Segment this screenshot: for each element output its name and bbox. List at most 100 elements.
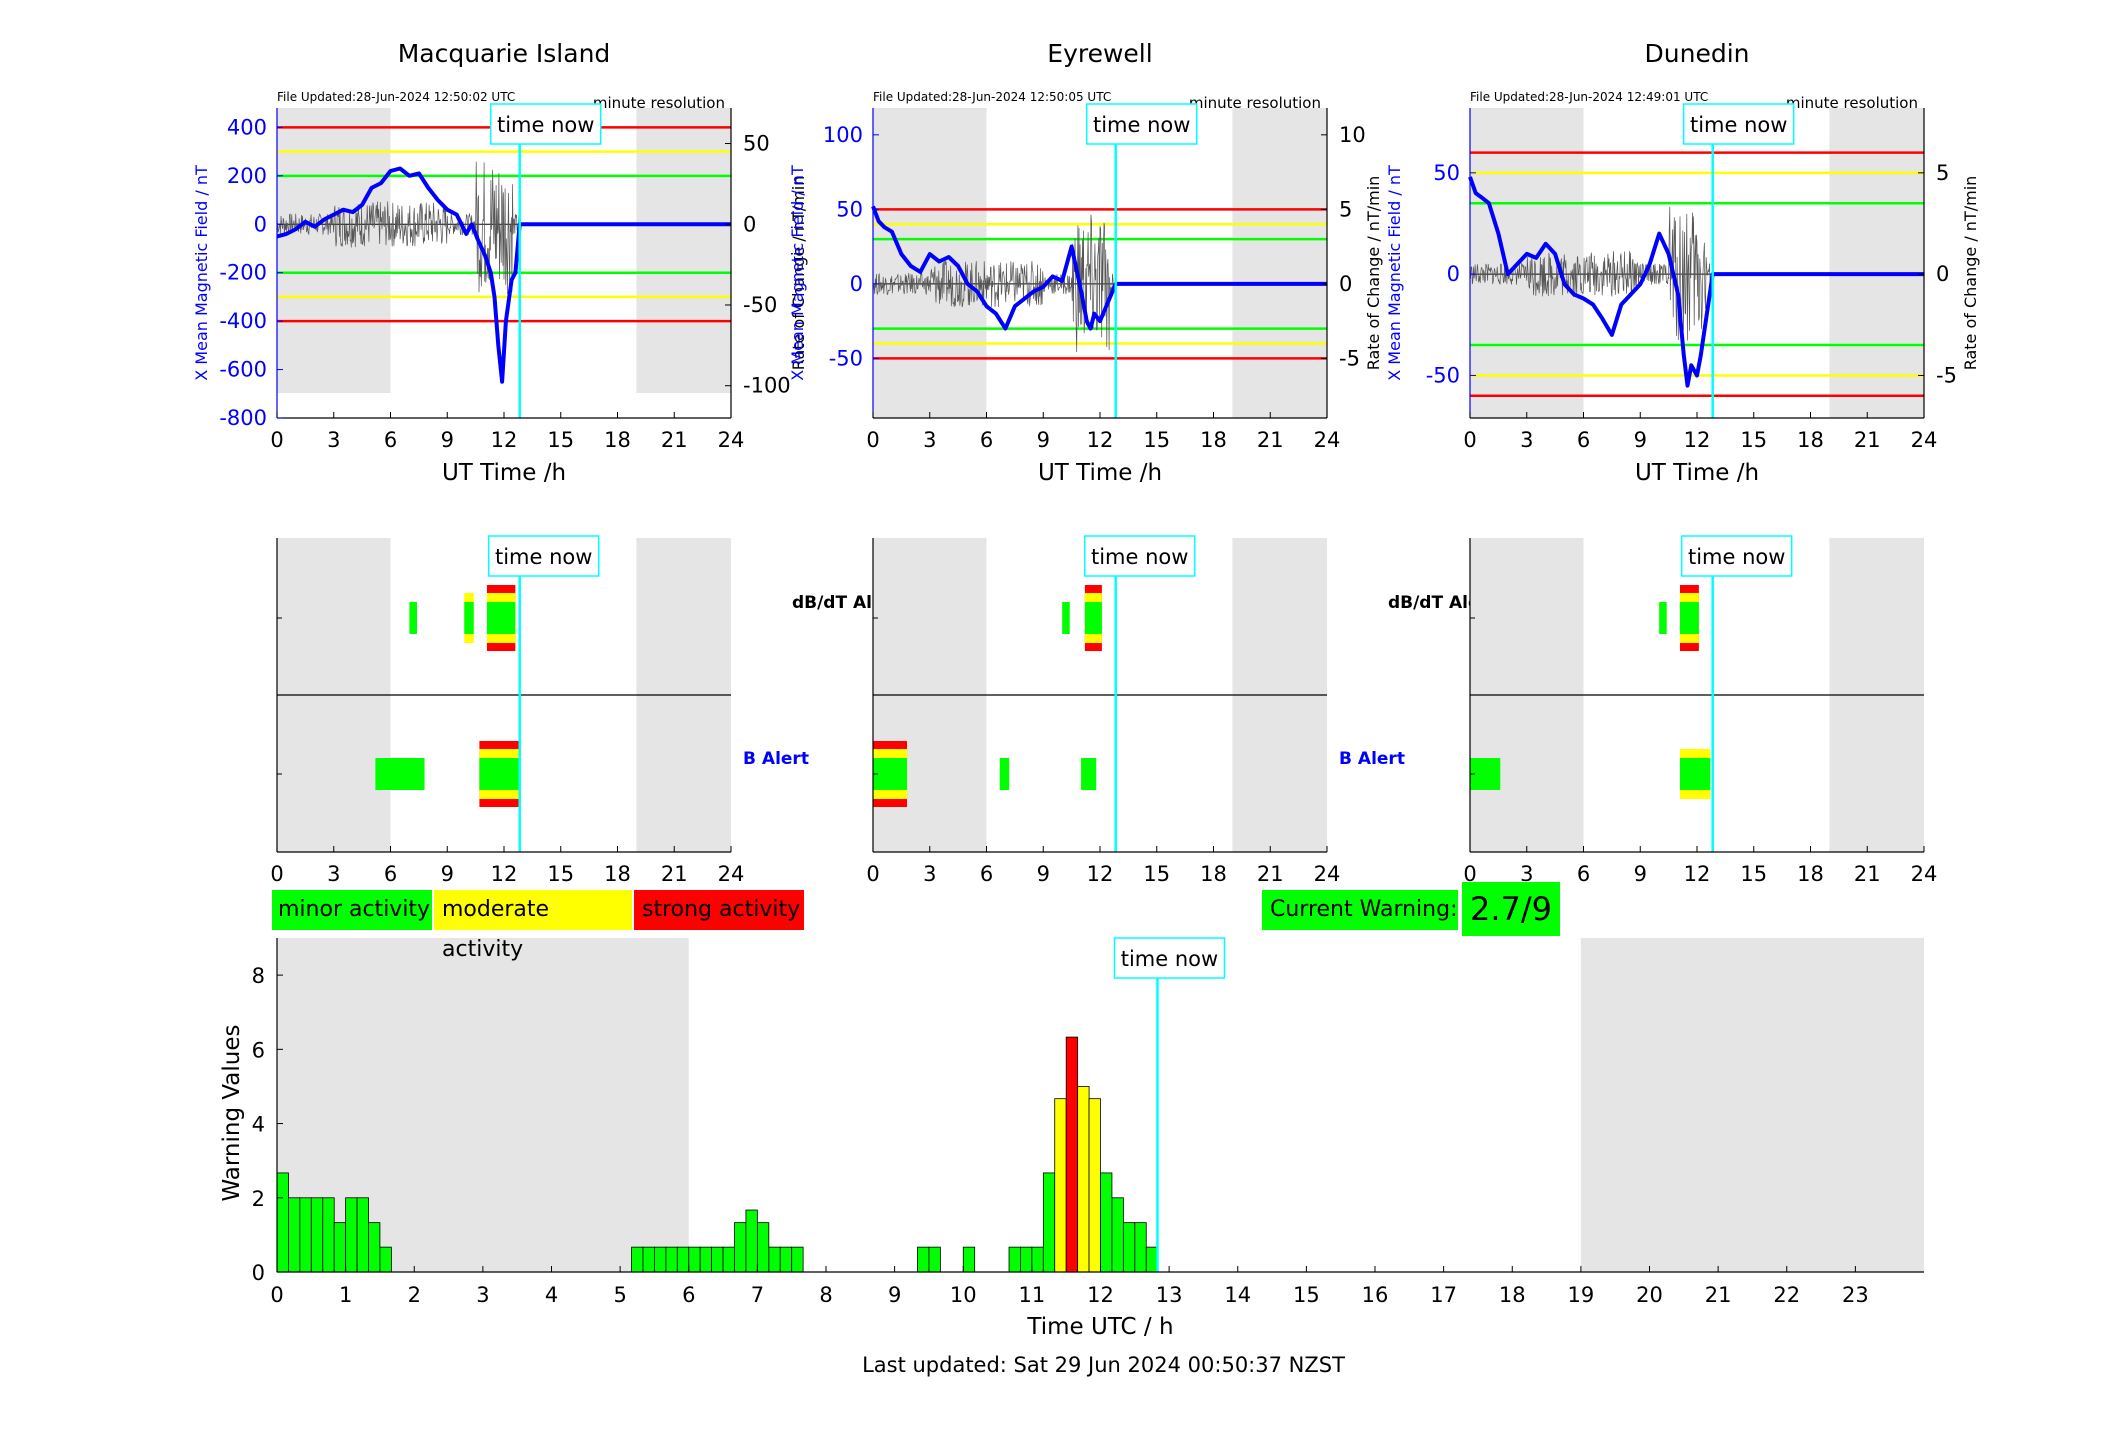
time-now-box bbox=[1682, 103, 1795, 145]
rate-of-change-trace bbox=[872, 214, 1116, 353]
warning-bar bbox=[631, 1246, 644, 1273]
y2-tick-label: -5 bbox=[1936, 363, 1957, 387]
dbdt-alert-minor bbox=[486, 602, 516, 634]
x-tick-label: 3 bbox=[923, 862, 936, 886]
night-shade bbox=[1232, 108, 1327, 418]
legend-moderate: moderate activity bbox=[434, 890, 632, 962]
x-tick-label: 0 bbox=[270, 1283, 283, 1307]
warning-bar bbox=[665, 1246, 678, 1273]
warning-bar bbox=[962, 1246, 976, 1273]
y2-tick-label: 5 bbox=[1936, 161, 1949, 185]
x-tick-label: 0 bbox=[270, 428, 283, 452]
x-tick-label: 22 bbox=[1773, 1283, 1800, 1307]
x-tick-label: 3 bbox=[1520, 862, 1533, 886]
x-tick-label: 21 bbox=[661, 862, 688, 886]
dbdt-alert-minor bbox=[1062, 602, 1070, 634]
y-tick-label: 4 bbox=[252, 1113, 265, 1137]
warning-bar bbox=[711, 1246, 724, 1273]
warning-bar bbox=[734, 1222, 747, 1273]
time-now-label: time now bbox=[1093, 113, 1190, 137]
warning-bar bbox=[299, 1197, 312, 1273]
field-line bbox=[1468, 176, 1924, 388]
y-axis-label-right: Rate of Change / nT/min bbox=[1961, 176, 1980, 371]
warning-bar bbox=[1077, 1086, 1090, 1273]
warning-bar bbox=[1088, 1098, 1101, 1273]
y2-tick-label: -100 bbox=[743, 374, 791, 398]
x-tick-label: 18 bbox=[1499, 1283, 1526, 1307]
dbdt-alert-minor bbox=[464, 602, 474, 634]
warning-bar bbox=[1122, 1222, 1136, 1273]
b-alert-minor bbox=[1081, 758, 1097, 790]
time-now-box bbox=[487, 535, 600, 577]
x-tick-label: 18 bbox=[1797, 862, 1824, 886]
x-tick-label: 6 bbox=[1577, 428, 1590, 452]
warning-bar bbox=[368, 1222, 381, 1273]
x-tick-label: 24 bbox=[718, 428, 745, 452]
x-tick-label: 3 bbox=[1520, 428, 1533, 452]
x-tick-label: 8 bbox=[819, 1283, 832, 1307]
warning-bar bbox=[356, 1197, 369, 1273]
warning-bar bbox=[779, 1246, 793, 1273]
x-tick-label: 15 bbox=[1293, 1283, 1320, 1307]
x-tick-label: 10 bbox=[950, 1283, 977, 1307]
warning-bar bbox=[676, 1246, 690, 1273]
warning-bar bbox=[379, 1246, 392, 1273]
x-axis-label: Time UTC / h bbox=[1026, 1314, 1173, 1340]
time-now-box bbox=[1680, 535, 1793, 577]
x-tick-label: 15 bbox=[1740, 862, 1767, 886]
y-tick-label: -200 bbox=[219, 261, 267, 285]
x-tick-label: 24 bbox=[1911, 862, 1938, 886]
x-tick-label: 18 bbox=[1200, 862, 1227, 886]
y-tick-label: -50 bbox=[1426, 363, 1460, 387]
time-now-box bbox=[1113, 937, 1226, 979]
warning-bar bbox=[791, 1246, 804, 1273]
x-tick-label: 7 bbox=[751, 1283, 764, 1307]
x-tick-label: 6 bbox=[1577, 862, 1590, 886]
night-shade bbox=[1829, 108, 1924, 418]
x-tick-label: 3 bbox=[476, 1283, 489, 1307]
y-tick-label: 0 bbox=[254, 212, 267, 236]
x-tick-label: 12 bbox=[491, 862, 518, 886]
y-tick-label: -800 bbox=[219, 406, 267, 430]
y2-tick-label: -50 bbox=[743, 293, 777, 317]
time-now-label: time now bbox=[1688, 545, 1785, 569]
warning-bar bbox=[1134, 1222, 1147, 1273]
x-tick-label: 18 bbox=[604, 862, 631, 886]
x-tick-label: 6 bbox=[682, 1283, 695, 1307]
y-tick-label: 200 bbox=[227, 164, 267, 188]
y-tick-label: 0 bbox=[850, 272, 863, 296]
warning-bar bbox=[333, 1222, 347, 1273]
x-tick-label: 13 bbox=[1156, 1283, 1183, 1307]
x-tick-label: 21 bbox=[1854, 862, 1881, 886]
y2-tick-label: 0 bbox=[743, 212, 756, 236]
warning-bar bbox=[699, 1246, 713, 1273]
x-tick-label: 11 bbox=[1019, 1283, 1046, 1307]
warning-bar bbox=[310, 1197, 324, 1273]
x-tick-label: 17 bbox=[1430, 1283, 1457, 1307]
x-axis-label: UT Time /h bbox=[1038, 460, 1162, 486]
warning-bar bbox=[688, 1246, 701, 1273]
x-tick-label: 24 bbox=[1314, 862, 1341, 886]
warning-bar bbox=[1008, 1246, 1021, 1273]
x-tick-label: 12 bbox=[1087, 862, 1114, 886]
x-tick-label: 5 bbox=[613, 1283, 626, 1307]
y-tick-label: -50 bbox=[829, 346, 863, 370]
time-now-box bbox=[489, 103, 602, 145]
station-title: Macquarie Island bbox=[398, 39, 611, 68]
x-tick-label: 6 bbox=[980, 428, 993, 452]
warning-bar bbox=[1100, 1172, 1113, 1273]
b-alert-minor bbox=[999, 758, 1010, 790]
y-axis-label-right: Rate of Change / nT/min bbox=[1364, 176, 1383, 371]
y-tick-label: 100 bbox=[823, 123, 863, 147]
y2-tick-label: 50 bbox=[743, 132, 770, 156]
field-line bbox=[871, 205, 1327, 331]
warning-bar bbox=[928, 1246, 941, 1273]
time-now-box bbox=[1083, 535, 1196, 577]
warning-bar bbox=[1020, 1246, 1033, 1273]
x-tick-label: 9 bbox=[888, 1283, 901, 1307]
x-tick-label: 14 bbox=[1224, 1283, 1251, 1307]
file-updated: File Updated:28-Jun-2024 12:50:02 UTC bbox=[277, 90, 515, 104]
x-tick-label: 21 bbox=[661, 428, 688, 452]
y-axis-label-left: X Mean Magnetic Field / nT bbox=[788, 165, 807, 381]
